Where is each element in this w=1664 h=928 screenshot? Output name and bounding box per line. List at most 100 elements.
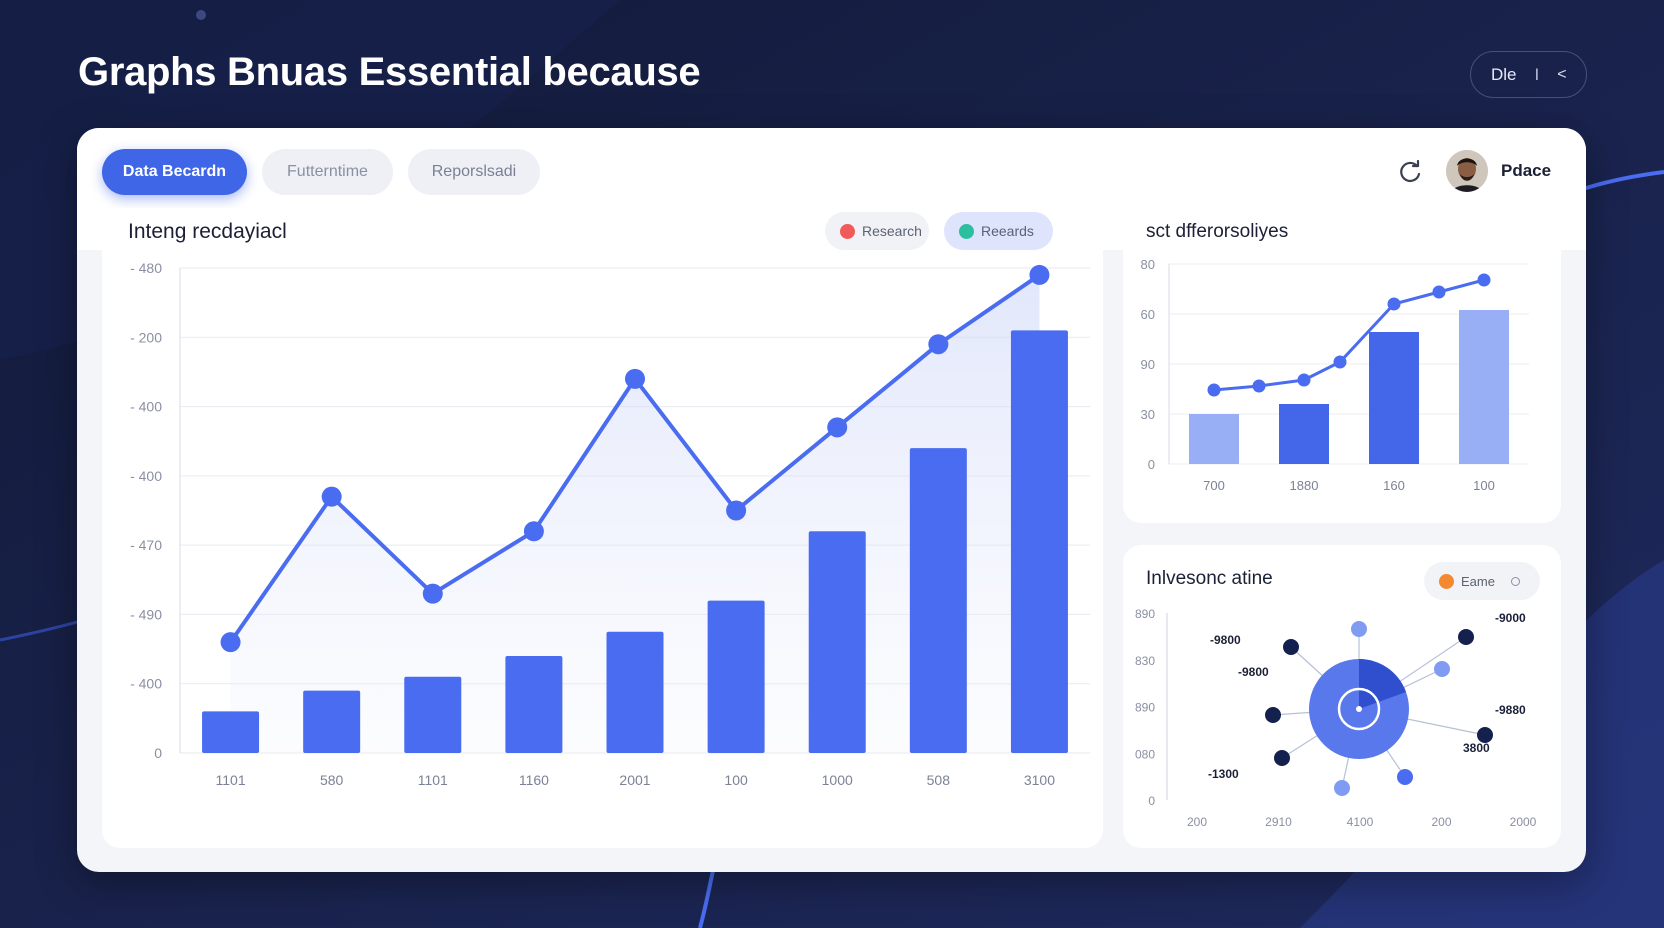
network-node xyxy=(1274,750,1290,766)
y-tick-label: - 470 xyxy=(130,537,162,553)
x-tick-label: 1101 xyxy=(418,772,448,788)
legend-reeards[interactable]: Reeards xyxy=(944,212,1053,250)
line-point xyxy=(1252,379,1266,393)
top-pill-label: Dle xyxy=(1491,64,1517,84)
node-annotation: -1300 xyxy=(1208,767,1239,781)
hub-center xyxy=(1356,706,1362,712)
network-node xyxy=(1397,769,1413,785)
legend-research[interactable]: Research xyxy=(825,212,929,250)
bar-3100 xyxy=(1010,330,1068,753)
bar-508 xyxy=(909,448,967,753)
side-chart-panel: sct dfferorsoliyes 80 60 90 30 0 700 1880 160 10… xyxy=(1123,208,1561,523)
network-node xyxy=(1265,707,1281,723)
line-point xyxy=(1387,297,1401,311)
x-tick-label: 1160 xyxy=(519,772,549,788)
x-tick-label: 2001 xyxy=(619,772,650,788)
tab-reports[interactable]: Reporslsadi xyxy=(408,149,540,195)
y-tick-label: 0 xyxy=(154,745,162,761)
legend-reeards-swatch xyxy=(959,223,974,239)
x-tick-label: 2910 xyxy=(1265,815,1292,829)
node-annotation: -9800 xyxy=(1238,665,1269,679)
x-tick-label: 3100 xyxy=(1024,772,1055,788)
refresh-icon[interactable] xyxy=(1395,157,1425,187)
y-tick-label: 80 xyxy=(1141,257,1155,272)
x-tick-label: 508 xyxy=(927,772,951,788)
y-tick-label: 0 xyxy=(1148,794,1155,808)
line-point xyxy=(321,486,342,507)
line-point xyxy=(625,368,645,389)
x-tick-label: 580 xyxy=(320,772,344,788)
bar-1880 xyxy=(1279,404,1329,464)
line-point xyxy=(220,632,241,653)
network-legend-swatch xyxy=(1439,573,1454,589)
y-tick-label: - 480 xyxy=(130,260,162,276)
network-node xyxy=(1434,661,1450,677)
tab-data[interactable]: Data Becardn xyxy=(102,149,247,195)
network-node xyxy=(1283,639,1299,655)
line-point xyxy=(1297,373,1311,387)
x-tick-label: 100 xyxy=(724,772,748,788)
bar-700 xyxy=(1189,414,1239,464)
x-tick-label: 200 xyxy=(1187,815,1207,829)
top-control-pill[interactable]: Dle I < xyxy=(1470,51,1587,98)
line-point xyxy=(1477,273,1491,287)
line-point xyxy=(726,500,747,521)
radio-icon[interactable] xyxy=(1510,576,1520,586)
y-tick-label: 60 xyxy=(1141,307,1155,322)
y-tick-label: - 200 xyxy=(130,329,162,345)
line-point xyxy=(422,583,443,604)
x-tick-label: 700 xyxy=(1203,478,1225,493)
main-chart: - 480 - 200 - 400 - 400 - 470 - 490 - 400 0 1101… xyxy=(130,260,1090,788)
hub-segment xyxy=(1359,659,1406,709)
avatar-portrait xyxy=(1446,150,1488,192)
y-tick-label: - 490 xyxy=(130,606,162,622)
network-node xyxy=(1351,621,1367,637)
y-tick-label: 30 xyxy=(1141,407,1155,422)
top-pill-separator: I xyxy=(1534,64,1540,84)
bar-1101 xyxy=(404,676,462,753)
bar-100 xyxy=(1459,310,1509,464)
y-tick-label: - 400 xyxy=(130,676,162,692)
bar-160 xyxy=(1369,332,1419,464)
side-chart: 80 60 90 30 0 700 1880 160 100 xyxy=(1141,257,1529,493)
x-tick-label: 1000 xyxy=(822,772,853,788)
line-point xyxy=(1432,285,1446,299)
bar-580 xyxy=(303,690,361,753)
y-tick-label: 890 xyxy=(1135,607,1155,621)
network-legend[interactable]: Eame xyxy=(1424,562,1540,600)
y-tick-label: - 400 xyxy=(130,468,162,484)
y-tick-label: 830 xyxy=(1135,654,1155,668)
x-tick-label: 200 xyxy=(1431,815,1451,829)
x-tick-label: 2000 xyxy=(1510,815,1537,829)
tab-futterntime[interactable]: Futterntime xyxy=(262,149,393,195)
main-chart-title: Inteng recdayiacl xyxy=(128,220,287,243)
x-tick-label: 100 xyxy=(1473,478,1495,493)
bar-2001 xyxy=(606,631,664,753)
side-chart-title: sct dfferorsoliyes xyxy=(1146,221,1289,242)
y-tick-label: 080 xyxy=(1135,747,1155,761)
hub-ring xyxy=(1337,687,1381,731)
line-point xyxy=(1029,264,1050,285)
y-tick-label: - 400 xyxy=(130,399,162,415)
network-panel: Inlvesonc atine Eame 890 830 890 080 0 200 291… xyxy=(1123,545,1561,848)
network-legend-label: Eame xyxy=(1461,573,1495,589)
bar-1101 xyxy=(202,711,260,753)
avatar[interactable] xyxy=(1446,150,1488,192)
page-title: Graphs Bnuas Essential because xyxy=(78,50,701,94)
user-name: Pdace xyxy=(1501,161,1552,180)
bar-1160 xyxy=(505,656,563,753)
y-tick-label: 90 xyxy=(1141,357,1155,372)
line-point xyxy=(1333,355,1347,369)
network-title: Inlvesonc atine xyxy=(1146,568,1273,589)
legend-research-label: Research xyxy=(862,223,922,239)
bar-1000 xyxy=(808,531,866,753)
chevron-left-icon[interactable]: < xyxy=(1557,65,1567,83)
network-node xyxy=(1477,727,1493,743)
x-tick-label: 1101 xyxy=(216,772,246,788)
network-node xyxy=(1334,780,1350,796)
bar-100 xyxy=(707,600,765,753)
legend-reeards-label: Reeards xyxy=(981,223,1034,239)
network-chart: 890 830 890 080 0 200 2910 4100 200 2000 -9000 -980… xyxy=(1135,607,1537,829)
x-tick-label: 4100 xyxy=(1347,815,1374,829)
y-tick-label: 890 xyxy=(1135,701,1155,715)
